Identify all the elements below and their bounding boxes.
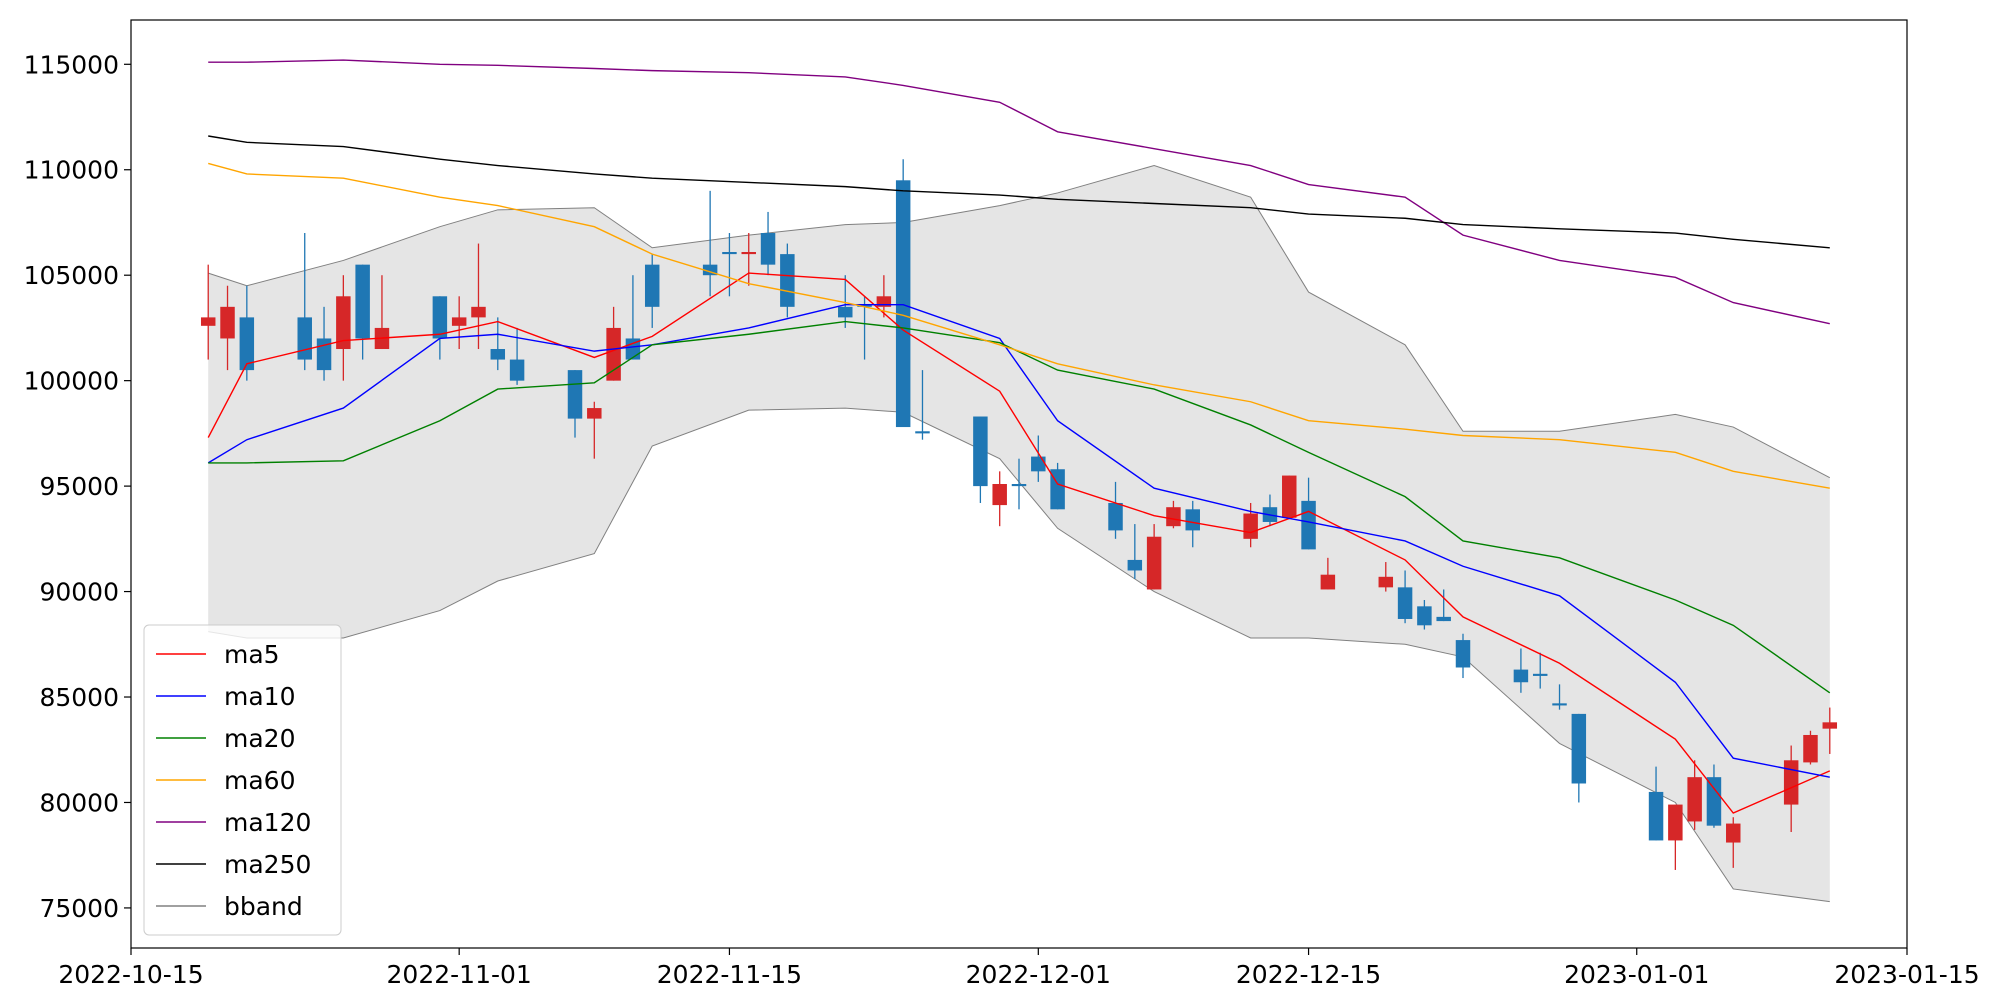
x-tick-label: 2022-11-15 — [657, 960, 802, 989]
candle-body — [1185, 509, 1200, 531]
candle-body — [1397, 587, 1413, 619]
y-tick-label: 80000 — [39, 788, 119, 817]
candle-body — [1822, 722, 1838, 729]
x-tick-label: 2022-10-15 — [58, 960, 203, 989]
candle-body — [1378, 576, 1394, 588]
candle-body — [297, 317, 312, 360]
x-tick-label: 2022-12-15 — [1236, 960, 1381, 989]
candle-body — [316, 338, 332, 371]
candle-body — [1031, 456, 1046, 472]
legend-label: ma10 — [224, 682, 295, 711]
ma-line — [207, 304, 1830, 778]
candle-body — [760, 233, 776, 265]
candle-body — [1706, 777, 1722, 826]
candle-body — [567, 370, 583, 419]
candle-body — [1301, 500, 1316, 550]
x-tick-label: 2022-12-01 — [966, 960, 1111, 989]
candle-body — [992, 484, 1007, 506]
ma-line — [208, 135, 1830, 249]
y-tick-label: 100000 — [24, 367, 119, 396]
candle-body — [355, 264, 370, 339]
candle-body — [857, 304, 872, 307]
candle-body — [1552, 703, 1567, 706]
candle-body — [587, 408, 602, 419]
y-tick-label: 90000 — [39, 578, 119, 607]
plot-frame — [130, 19, 1908, 949]
plot — [200, 59, 1838, 903]
candle-body — [1011, 484, 1027, 487]
candle-body — [1783, 760, 1799, 805]
candle-body — [1803, 734, 1818, 763]
legend-label: ma60 — [224, 766, 295, 795]
candle-body — [220, 306, 235, 339]
ma-line — [208, 59, 1830, 325]
candle-body — [973, 416, 988, 487]
x-tick-label: 2023-01-15 — [1834, 960, 1979, 989]
candle-body — [1320, 574, 1336, 590]
candle-body — [1532, 673, 1548, 676]
candle-body — [1127, 559, 1143, 571]
candle-body — [702, 264, 718, 276]
candle-body — [490, 349, 506, 360]
bband-lower — [208, 407, 1830, 903]
x-tick-label: 2022-11-01 — [387, 960, 532, 989]
candle-body — [1455, 640, 1471, 668]
y-tick-label: 95000 — [39, 472, 119, 501]
candle-body — [838, 306, 853, 318]
y-tick-label: 75000 — [39, 894, 119, 923]
y-tick-label: 110000 — [24, 156, 119, 185]
ma-line — [207, 272, 1831, 814]
legend-label: ma20 — [224, 724, 295, 753]
candle-body — [1726, 823, 1741, 843]
candle-body — [895, 180, 911, 428]
ma-line — [208, 320, 1831, 694]
candle-body — [1687, 777, 1702, 822]
candle-body — [239, 317, 255, 371]
candle-body — [876, 296, 892, 307]
y-tick-label: 105000 — [24, 261, 119, 290]
bband-fill — [208, 165, 1830, 902]
ma-line — [208, 162, 1830, 489]
legend-label: ma120 — [224, 808, 311, 837]
candle-body — [336, 296, 351, 350]
candle-body — [1146, 536, 1162, 590]
candle-body — [1108, 502, 1123, 531]
candle-body — [722, 252, 737, 255]
candle-body — [1513, 669, 1529, 683]
x-tick-label: 2023-01-01 — [1564, 960, 1709, 989]
candle-body — [1648, 791, 1664, 841]
candle-body — [1436, 616, 1451, 622]
candle-body — [451, 317, 467, 326]
legend-label: ma250 — [224, 850, 311, 879]
candle-body — [1282, 475, 1297, 518]
candle-body — [644, 264, 660, 307]
bband-upper — [208, 165, 1831, 479]
candle-body — [915, 431, 930, 434]
legend-label: ma5 — [224, 640, 280, 669]
candle-body — [741, 252, 756, 255]
candle-body — [1417, 606, 1432, 626]
y-tick-label: 115000 — [24, 50, 119, 79]
candle-body — [200, 317, 216, 326]
y-tick-label: 85000 — [39, 683, 119, 712]
candle-body — [432, 296, 448, 339]
candle-body — [1571, 713, 1587, 784]
candle-body — [1668, 804, 1683, 841]
legend-label: bband — [224, 892, 303, 921]
candle-body — [780, 254, 795, 307]
legend-box — [143, 624, 342, 936]
candle-body — [1243, 513, 1258, 539]
candle-body — [471, 306, 486, 318]
candle-body — [1166, 507, 1181, 527]
candle-body — [509, 359, 525, 381]
